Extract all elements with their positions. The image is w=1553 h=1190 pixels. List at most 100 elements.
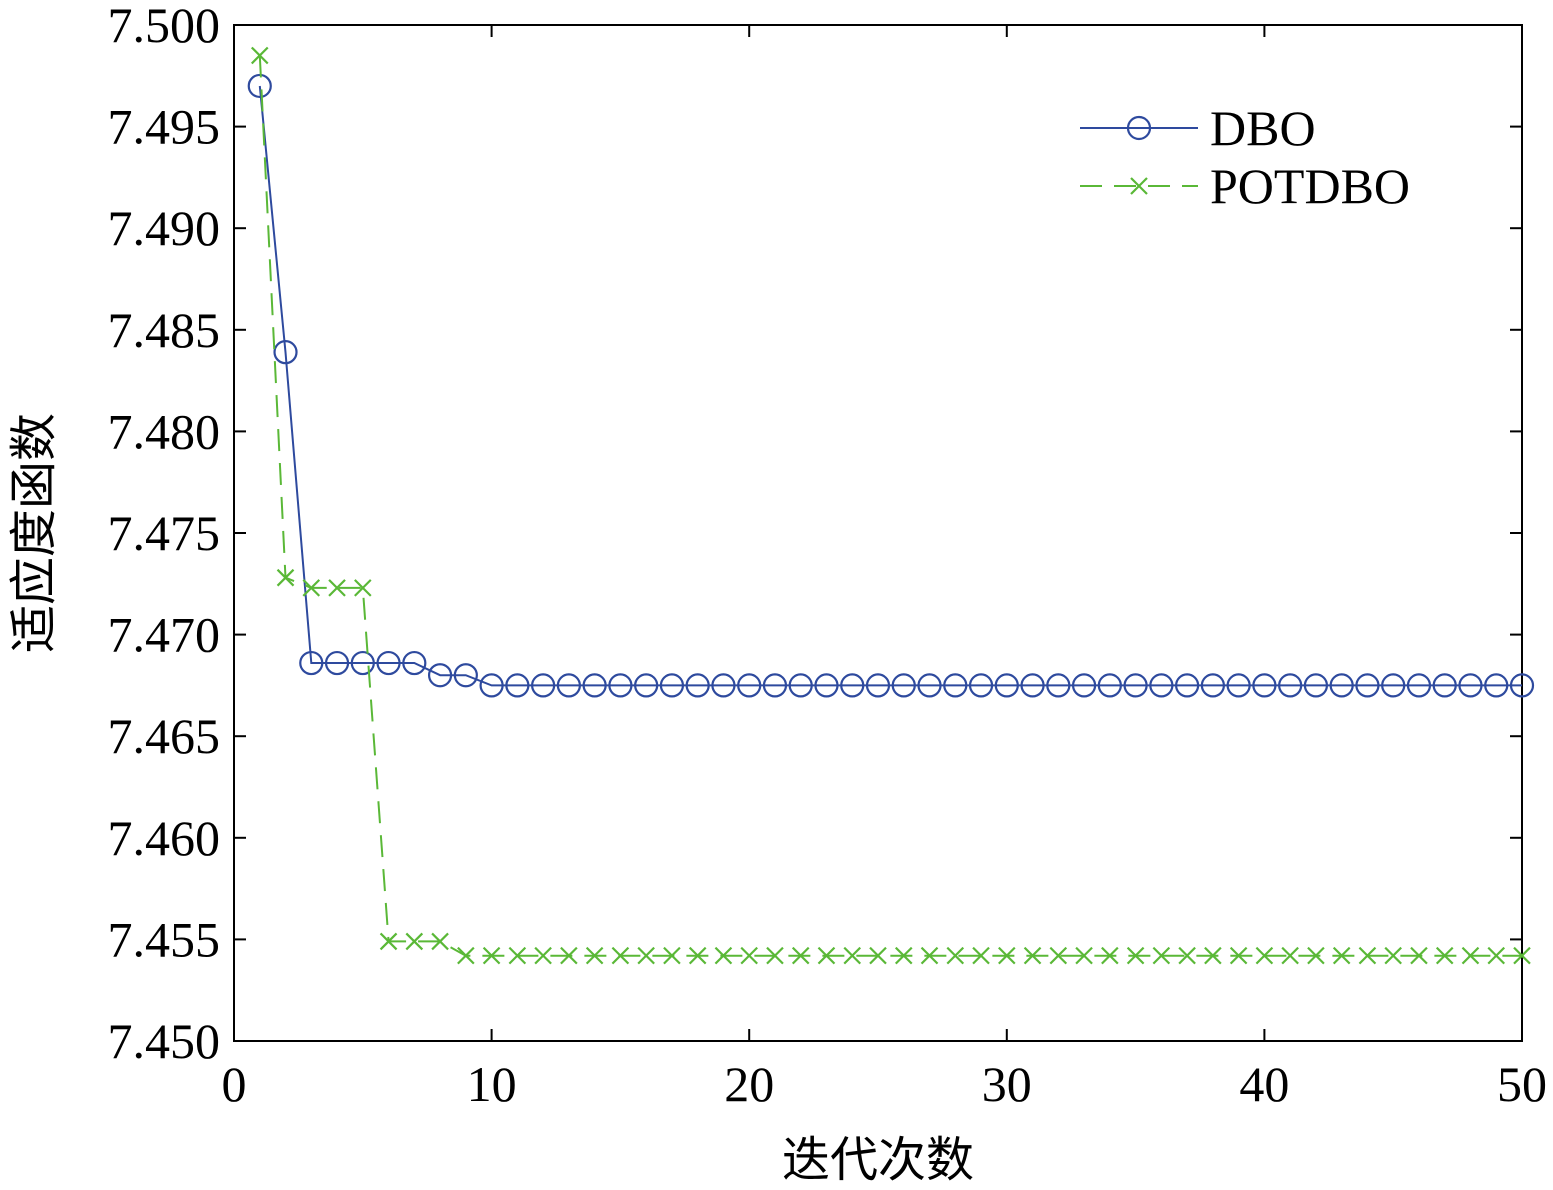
data-point-circle xyxy=(1020,673,1045,698)
data-point-x-stroke xyxy=(354,579,372,597)
data-point-circle xyxy=(1303,673,1329,698)
data-point-x xyxy=(1204,946,1222,965)
data-point-x-stroke xyxy=(946,946,965,965)
data-point-x xyxy=(972,946,990,965)
data-point-circle xyxy=(788,673,813,698)
y-tick-label: 7.470 xyxy=(108,607,221,663)
data-point-x xyxy=(328,579,346,597)
data-point-x-stroke xyxy=(1461,946,1480,965)
data-point-x-stroke xyxy=(972,946,990,965)
data-point-circle xyxy=(273,340,298,365)
data-point-x-stroke xyxy=(843,946,862,965)
y-tick-label: 7.485 xyxy=(108,302,221,358)
data-point-x xyxy=(482,946,501,965)
data-point-circle xyxy=(1432,673,1457,698)
data-point-x-stroke xyxy=(998,946,1016,965)
data-point-x xyxy=(1152,946,1171,965)
data-point-circle xyxy=(1381,673,1406,698)
data-point-x xyxy=(1358,946,1377,965)
y-tick-label: 7.475 xyxy=(108,505,221,561)
data-point-x xyxy=(1487,946,1506,965)
data-point-x-stroke xyxy=(405,932,424,951)
data-point-circle xyxy=(711,673,736,698)
data-point-x xyxy=(1229,946,1248,965)
data-point-x xyxy=(508,946,527,965)
data-point-circle xyxy=(556,673,581,698)
data-point-x-stroke xyxy=(1229,946,1248,965)
data-point-x-stroke xyxy=(1178,946,1196,965)
data-point-x-stroke xyxy=(1332,946,1351,965)
data-point-x-stroke xyxy=(379,932,398,951)
data-point-x-stroke xyxy=(1513,946,1531,965)
data-point-x xyxy=(920,946,939,965)
data-point-x xyxy=(998,946,1016,965)
data-point-x xyxy=(817,946,836,965)
data-point-x-stroke xyxy=(1075,946,1093,965)
data-point-x xyxy=(946,946,965,965)
data-point-circle xyxy=(762,673,788,698)
data-point-x-stroke xyxy=(1281,946,1299,965)
data-point-x xyxy=(1255,946,1274,965)
x-tick-label: 20 xyxy=(724,1056,774,1112)
y-tick-label: 7.490 xyxy=(108,200,221,256)
data-point-x-stroke xyxy=(869,946,887,965)
data-point-x-stroke xyxy=(611,946,630,965)
data-point-x-stroke xyxy=(534,946,552,965)
data-point-x xyxy=(714,946,733,965)
data-point-x xyxy=(431,932,449,951)
data-point-x xyxy=(1281,946,1299,965)
data-point-x-stroke xyxy=(1126,946,1145,965)
data-point-x xyxy=(302,579,321,597)
data-point-x-stroke xyxy=(1487,946,1506,965)
data-point-x xyxy=(791,946,810,965)
data-point-x-stroke xyxy=(482,946,501,965)
data-point-x-stroke xyxy=(791,946,810,965)
data-point-x xyxy=(379,932,398,951)
x-tick-label: 30 xyxy=(982,1056,1032,1112)
data-point-x-stroke xyxy=(1358,946,1377,965)
data-point-x xyxy=(585,946,604,965)
data-point-circle xyxy=(402,650,427,676)
data-point-circle xyxy=(943,673,968,698)
data-point-x-stroke xyxy=(1307,946,1325,965)
data-point-circle xyxy=(479,673,504,698)
series-layer xyxy=(247,46,1535,965)
data-point-x xyxy=(1023,946,1042,965)
data-point-x xyxy=(1101,946,1119,965)
data-point-x xyxy=(1384,946,1402,965)
data-point-circle xyxy=(350,650,375,676)
data-point-x xyxy=(611,946,630,965)
data-point-circle xyxy=(1252,673,1277,698)
series-dbo xyxy=(247,73,1535,698)
data-point-circle xyxy=(453,663,478,688)
data-point-x-stroke xyxy=(1101,946,1119,965)
y-tick-label: 7.450 xyxy=(108,1013,221,1069)
data-point-x-stroke xyxy=(1435,946,1454,965)
data-point-x xyxy=(1130,177,1148,195)
data-point-x-stroke xyxy=(766,946,784,965)
data-point-circle xyxy=(685,673,710,698)
data-point-circle xyxy=(891,673,916,698)
data-point-x xyxy=(843,946,862,965)
data-point-x-stroke xyxy=(1049,946,1068,965)
y-axis-title: 适应度函数 xyxy=(6,413,62,653)
data-point-circle xyxy=(840,673,865,698)
data-point-x xyxy=(1513,946,1531,965)
legend-label: POTDBO xyxy=(1210,158,1410,214)
data-point-circle xyxy=(1149,673,1174,698)
data-point-x-stroke xyxy=(920,946,939,965)
data-point-circle xyxy=(865,673,891,698)
data-point-circle xyxy=(1355,673,1380,698)
data-point-x-stroke xyxy=(663,946,681,965)
data-point-x-stroke xyxy=(740,946,758,965)
data-point-x-stroke xyxy=(250,46,269,65)
data-point-x xyxy=(637,946,655,965)
data-point-circle xyxy=(994,673,1019,698)
data-point-x-stroke xyxy=(560,946,578,965)
data-point-x-stroke xyxy=(1152,946,1171,965)
data-point-x-stroke xyxy=(302,579,321,597)
data-point-x xyxy=(663,946,681,965)
data-point-circle xyxy=(531,673,556,698)
data-point-x-stroke xyxy=(1410,946,1428,965)
